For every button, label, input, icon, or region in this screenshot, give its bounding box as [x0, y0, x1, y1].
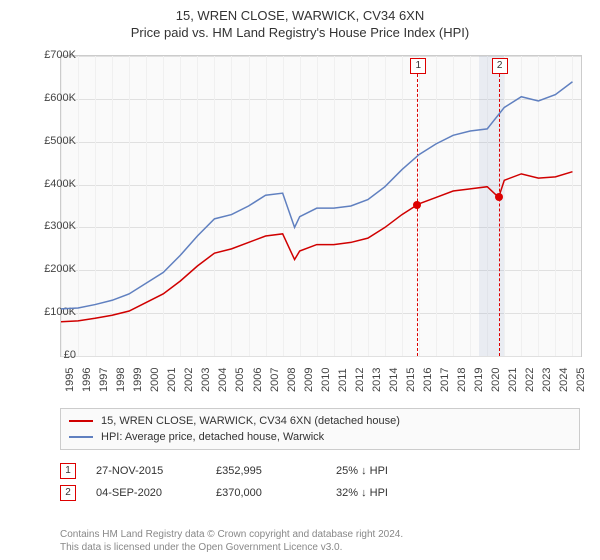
xtick-label: 2023	[541, 368, 553, 392]
xtick-label: 2022	[524, 368, 536, 392]
chart-subtitle: Price paid vs. HM Land Registry's House …	[0, 23, 600, 48]
footer-line-2: This data is licensed under the Open Gov…	[60, 541, 403, 554]
chart-title: 15, WREN CLOSE, WARWICK, CV34 6XN	[0, 0, 600, 23]
sale-pct: 25% ↓ HPI	[336, 465, 456, 477]
sale-price: £370,000	[216, 487, 336, 499]
legend-label-hpi: HPI: Average price, detached house, Warw…	[101, 431, 324, 443]
sale-marker-num: 1	[60, 463, 76, 479]
chart-container: 15, WREN CLOSE, WARWICK, CV34 6XN Price …	[0, 0, 600, 560]
xtick-label: 2011	[337, 368, 349, 392]
xtick-label: 2002	[183, 368, 195, 392]
xtick-label: 1998	[115, 368, 127, 392]
xtick-label: 2012	[354, 368, 366, 392]
sales-table: 1 27-NOV-2015£352,99525% ↓ HPI 2 04-SEP-202…	[60, 460, 580, 504]
xtick-label: 1999	[132, 368, 144, 392]
xtick-label: 2001	[166, 368, 178, 392]
sale-marker-box: 1	[410, 58, 426, 74]
xtick-label: 2018	[456, 368, 468, 392]
legend-series-box: 15, WREN CLOSE, WARWICK, CV34 6XN (detac…	[60, 408, 580, 450]
xtick-label: 2024	[558, 368, 570, 392]
legend-row-1: 15, WREN CLOSE, WARWICK, CV34 6XN (detac…	[69, 413, 571, 429]
legend: 15, WREN CLOSE, WARWICK, CV34 6XN (detac…	[60, 408, 580, 504]
xtick-label: 2004	[217, 368, 229, 392]
xtick-label: 2014	[388, 368, 400, 392]
xtick-label: 2016	[422, 368, 434, 392]
gridline-h	[61, 356, 581, 357]
sale-point	[413, 201, 421, 209]
xtick-label: 2019	[473, 368, 485, 392]
footer-note: Contains HM Land Registry data © Crown c…	[60, 528, 403, 554]
plot-area: 12	[60, 55, 582, 357]
xtick-label: 2025	[575, 368, 587, 392]
xtick-label: 2017	[439, 368, 451, 392]
legend-swatch-property	[69, 420, 93, 422]
sale-date: 04-SEP-2020	[96, 487, 216, 499]
xtick-label: 2021	[507, 368, 519, 392]
xtick-label: 2020	[490, 368, 502, 392]
xtick-label: 1995	[64, 368, 76, 392]
xtick-label: 2010	[320, 368, 332, 392]
sale-date: 27-NOV-2015	[96, 465, 216, 477]
sale-pct: 32% ↓ HPI	[336, 487, 456, 499]
xtick-label: 1996	[81, 368, 93, 392]
xtick-label: 2007	[269, 368, 281, 392]
xaxis: 1995 1996 1997 1998 1999 2000 2001 2002 2003 2004…	[60, 358, 580, 403]
xtick-label: 2005	[234, 368, 246, 392]
legend-swatch-hpi	[69, 436, 93, 438]
sale-row: 2 04-SEP-2020£370,00032% ↓ HPI	[60, 482, 580, 504]
xtick-label: 2003	[200, 368, 212, 392]
legend-row-2: HPI: Average price, detached house, Warw…	[69, 429, 571, 445]
xtick-label: 2013	[371, 368, 383, 392]
legend-label-property: 15, WREN CLOSE, WARWICK, CV34 6XN (detac…	[101, 415, 400, 427]
xtick-label: 1997	[98, 368, 110, 392]
xtick-label: 2015	[405, 368, 417, 392]
sale-marker-box: 2	[492, 58, 508, 74]
sale-marker-num: 2	[60, 485, 76, 501]
xtick-label: 2000	[149, 368, 161, 392]
xtick-label: 2008	[286, 368, 298, 392]
sale-row: 1 27-NOV-2015£352,99525% ↓ HPI	[60, 460, 580, 482]
xtick-label: 2006	[252, 368, 264, 392]
xtick-label: 2009	[303, 368, 315, 392]
sale-price: £352,995	[216, 465, 336, 477]
footer-line-1: Contains HM Land Registry data © Crown c…	[60, 528, 403, 541]
sale-point	[495, 193, 503, 201]
